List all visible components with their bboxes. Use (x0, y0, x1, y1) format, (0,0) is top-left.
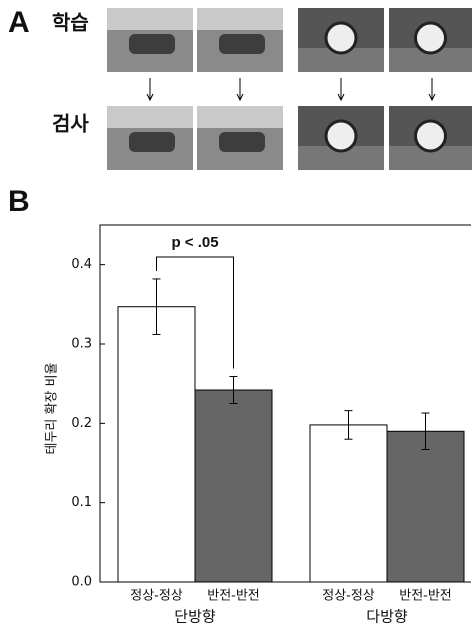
y-tick-label: 0.0 (71, 575, 92, 590)
photo-sky (197, 8, 283, 30)
photo-car (219, 132, 265, 152)
photo-ball (414, 21, 447, 55)
row-label: 학습 (52, 11, 89, 35)
y-tick-label: 0.3 (71, 337, 92, 352)
bar (309, 424, 388, 583)
arrow-head (337, 93, 345, 102)
y-tick-label: 0.1 (71, 495, 92, 510)
photo-car (129, 34, 175, 54)
photo-sky (107, 106, 193, 128)
photo-ball (324, 119, 358, 153)
x-tick-label: 반전-반전 (399, 589, 452, 604)
significance-bracket (156, 256, 234, 369)
x-tick-label: 정상-정상 (322, 589, 375, 604)
photo-ball (324, 21, 358, 55)
photo-sky (197, 106, 283, 128)
panel-label: A (8, 6, 30, 39)
bar (386, 430, 465, 583)
arrow-head (146, 93, 154, 102)
group-label: 다방향 (366, 608, 408, 626)
photo-sky (107, 8, 193, 30)
photos (107, 8, 472, 170)
x-tick-label: 반전-반전 (207, 589, 260, 604)
photo-ball (414, 119, 447, 153)
annotation: p < .05 (171, 234, 218, 251)
y-tick-label: 0.4 (71, 257, 92, 272)
arrow-head (236, 93, 244, 102)
y-tick-label: 0.2 (71, 416, 92, 431)
row-label: 검사 (52, 112, 89, 136)
group-label: 단방향 (174, 608, 216, 626)
photo-car (129, 132, 175, 152)
bar (194, 389, 273, 583)
x-tick-label: 정상-정상 (130, 589, 183, 604)
bar (117, 306, 196, 583)
photo-car (219, 34, 265, 54)
panel-label: B (8, 185, 30, 218)
y-axis-label: 테두리 확장 비율 (45, 362, 60, 454)
axis-frame (99, 224, 471, 583)
arrow-head (428, 93, 436, 102)
